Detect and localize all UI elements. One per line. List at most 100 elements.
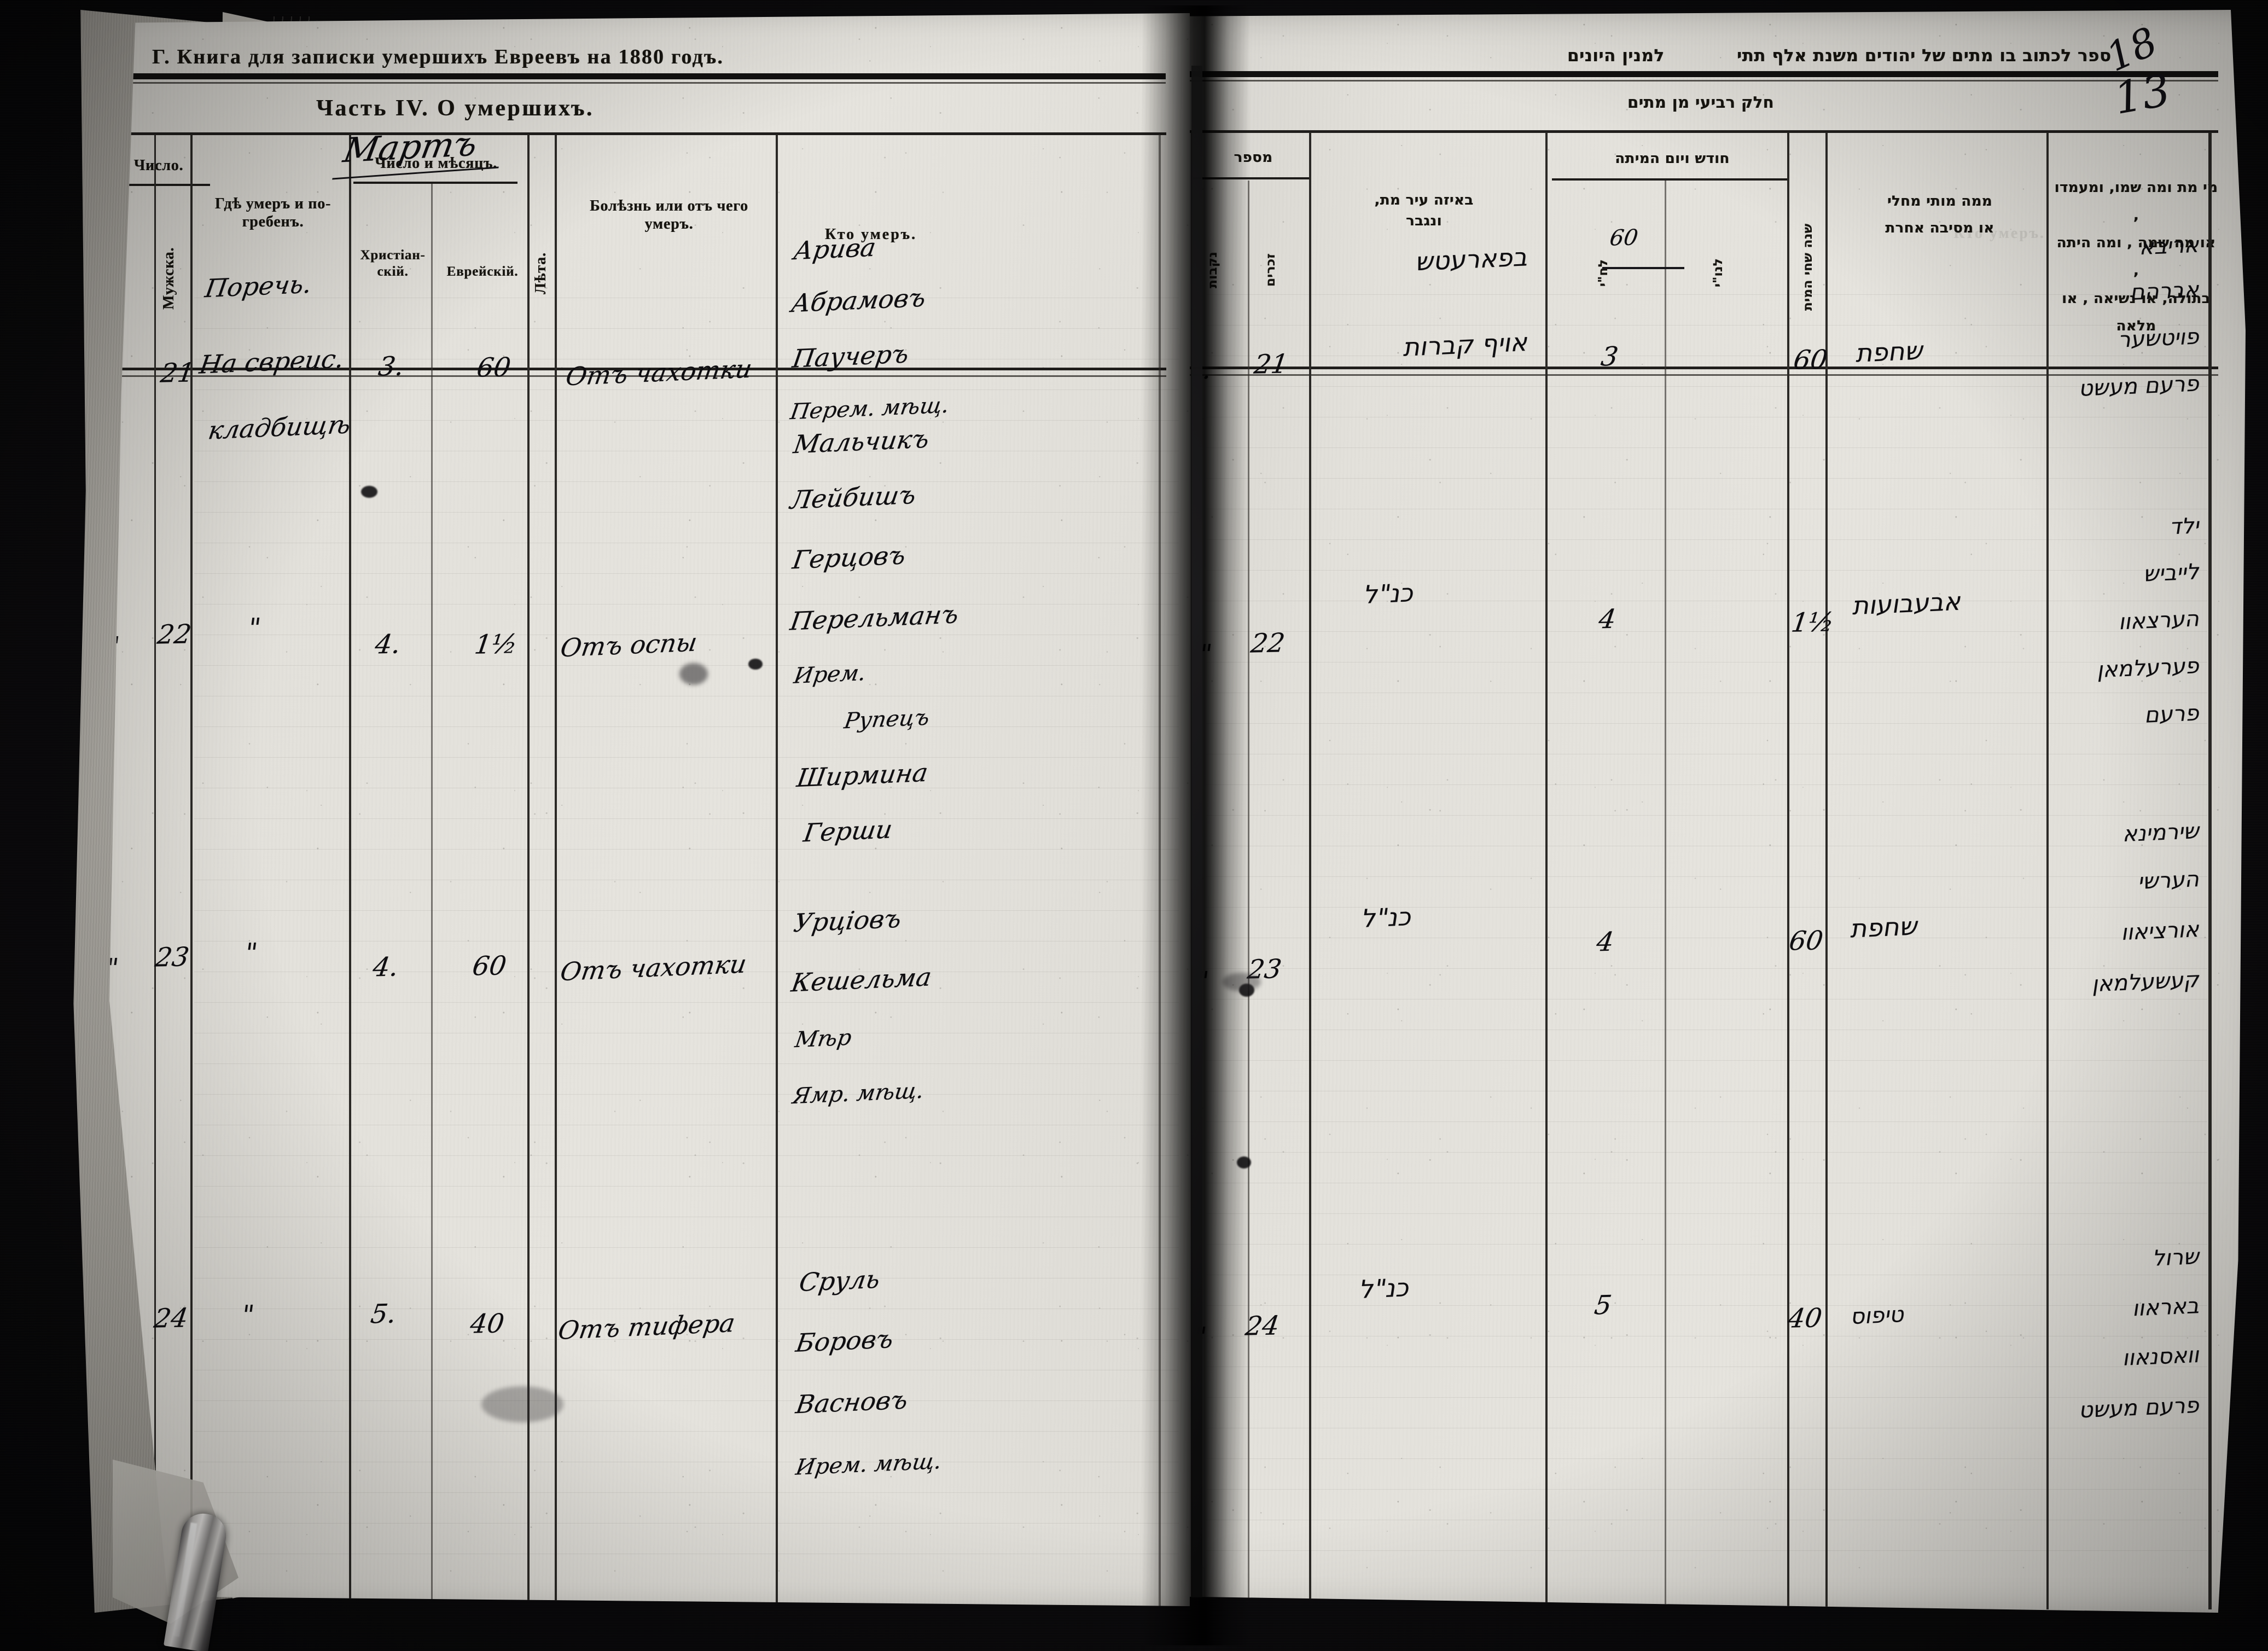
heb-row2-who-l1: ילד [2168, 513, 2202, 540]
ink-blot [748, 659, 763, 670]
heb-row2-who-l3: הערצאוו [2118, 606, 2202, 635]
row2-who-l4: Перельманъ [788, 599, 961, 636]
row4-where-ditto: " [240, 1299, 256, 1331]
heb-row3-city: כנ"ל [1360, 902, 1415, 933]
vrule-female-male [154, 135, 156, 1606]
row1-male: 21 [159, 357, 197, 389]
heb-col-females-label: נקבות [1206, 252, 1220, 289]
left-page: Г. Книга для записки умершихъ Евреевъ на… [109, 13, 1190, 1606]
vrule-heb-cause-who [2046, 132, 2049, 1609]
row3-christian-date: 4. [371, 951, 400, 983]
heb-month-day-group-underline [1552, 178, 1787, 181]
paper-smudge [481, 1386, 563, 1422]
row3-who-l5: Мѣр [793, 1025, 853, 1053]
heb-row3-cause: שחפת [1849, 911, 1921, 944]
vrule-male-where [190, 135, 193, 1606]
vrule-jewish-years [527, 135, 530, 1606]
row4-who-l1: Сруль [797, 1264, 882, 1298]
heb-row3-month-a: 4 [1595, 926, 1616, 958]
row4-who-l4: Ирем. мѣщ. [794, 1449, 944, 1480]
heb-number-group-label: מספר [1234, 149, 1273, 166]
heb-row1-city-l2: אויף קברות [1402, 327, 1531, 362]
row3-who-l6: Ямр. мѣщ. [790, 1078, 926, 1109]
table-top-border-hairline [109, 82, 1166, 84]
vrule-right-page-right-frame [2208, 132, 2212, 1609]
heb-row2-who-l5: פרעם [2143, 700, 2202, 728]
row4-male: 24 [152, 1303, 190, 1334]
heb-row2-month-a: 4 [1597, 603, 1618, 635]
row2-who-l1: Мальчикъ [792, 423, 932, 460]
row1-where-l3: кладбищѣ [206, 409, 353, 445]
heb-row1-female: . [1201, 354, 1214, 386]
row2-male: 22 [155, 619, 194, 650]
heb-row1-month-note-underline [1602, 267, 1684, 269]
table-top-border-right [1190, 71, 2218, 77]
vrule-heb-females-males [1248, 181, 1249, 1608]
vrule-illness-who [776, 135, 778, 1606]
header-band-top-rule [109, 132, 1166, 135]
row4-who-l3: Васновъ [794, 1385, 910, 1420]
vrule-right-frame-left-page [1159, 135, 1161, 1606]
heb-row2-who-l2: לייביש [2142, 559, 2202, 587]
heb-col-sub-a-label: לח"י [1596, 259, 1610, 287]
row3-who-l4: Кешельма [789, 962, 934, 998]
date-group-underline [353, 182, 517, 184]
row4-illness: Отъ тифера [556, 1308, 737, 1345]
heb-row3-who-l2: הערשי [2137, 867, 2202, 894]
left-page-title: Г. Книга для записки умершихъ Евреевъ на… [152, 45, 724, 68]
heb-row3-who-l3: אורציאוו [2120, 916, 2202, 946]
heb-row1-years: 60 [1792, 344, 1830, 376]
row3-who-l1: Ширмина [795, 757, 931, 793]
part-heading-left: Часть IV. О умершихъ. [316, 96, 594, 121]
heb-row2-city: כנ"ל [1362, 578, 1417, 609]
row1-where-l2: На свреис. [197, 344, 346, 380]
heb-row4-who-l2: באראוו [2131, 1293, 2202, 1322]
book-gutter-core [1191, 66, 1202, 1597]
heb-row2-cause: אבעבועות [1851, 586, 1964, 621]
heb-row3-who-l1: שירמינא [2121, 818, 2202, 847]
row4-years: 40 [468, 1308, 507, 1340]
row2-where-ditto: " [246, 612, 263, 644]
table-top-border [109, 73, 1166, 79]
ink-blot [361, 486, 377, 498]
row3-illness: Отъ чахотки [558, 949, 749, 987]
ink-blot [1237, 1156, 1251, 1169]
row2-who-l5: Ирем. [792, 660, 868, 689]
vrule-heb-month-years [1787, 132, 1789, 1609]
vrule-christian-jewish [431, 184, 433, 1606]
heb-number-group-underline [1193, 177, 1309, 179]
ink-smudge [1223, 973, 1261, 991]
heb-row1-cause: שחפת [1854, 335, 1927, 368]
heb-col-males-label: זכרים [1264, 253, 1278, 287]
col-male-label: Мужска. [160, 247, 177, 310]
col-jewish-date-label: Еврейскій. [446, 264, 519, 279]
heb-col-years-label: שנה שחי המית [1801, 223, 1815, 311]
heb-col-sub-b-label: לנו"י [1711, 258, 1725, 288]
heb-row2-male: 22 [1249, 627, 1287, 659]
row2-illness: Отъ оспы [559, 627, 700, 663]
heb-row2-who-l4: פערעלמאן [2096, 653, 2202, 683]
row4-who-l2: Боровъ [794, 1324, 895, 1358]
heb-col-city-label: באיזה עיר מת, ונגבר [1374, 192, 1474, 229]
heb-row1-city-l1: בפארעטש [1414, 242, 1531, 277]
header-band-bottom-hairline-right [1190, 374, 2218, 376]
row1-years: 60 [475, 352, 513, 383]
row3-male: 23 [153, 941, 191, 973]
right-page-title-tail: למנין היונים [1567, 46, 1665, 66]
row3-who-l3: Урцiовъ [792, 903, 904, 938]
heb-month-day-group-label: חודש ויום המיתה [1615, 150, 1730, 167]
heb-row4-male: 24 [1243, 1310, 1282, 1342]
heb-row4-who-l1: שרול [2151, 1244, 2202, 1271]
heb-row1-male: 21 [1252, 348, 1290, 380]
header-band-bottom-rule-right [1190, 367, 2218, 369]
vrule-heb-number-city [1309, 132, 1311, 1609]
col-illness-label: Болѣзнь или отъ чего умеръ. [590, 197, 748, 233]
row3-who-l2: Герши [801, 814, 894, 848]
row1-christian-date: 3. [376, 351, 406, 382]
header-band-top-rule-right [1190, 130, 2218, 133]
col-years-label: Лѣта. [532, 252, 549, 295]
heb-row3-years: 60 [1787, 925, 1825, 957]
row1-who-l4: Перем. мѣщ. [788, 392, 951, 425]
row2-years: 1½ [473, 629, 520, 660]
